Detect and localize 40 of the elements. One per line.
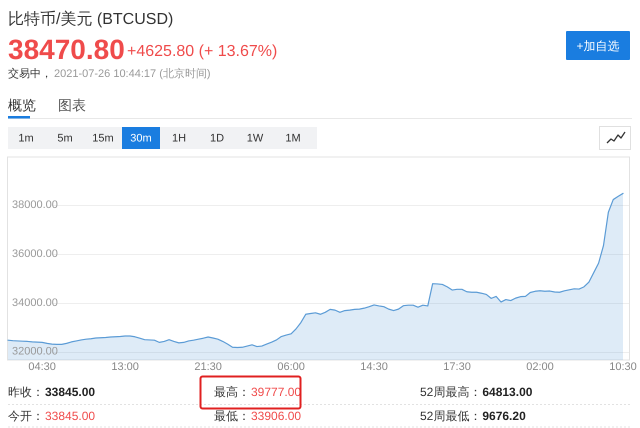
text: 5m — [57, 132, 73, 144]
text: 33906.00 — [251, 409, 302, 423]
text: 30m — [130, 132, 152, 144]
text: 39777.00 — [251, 385, 302, 399]
text: 概览 — [8, 97, 36, 113]
x-tick-label: 10:30 — [609, 361, 637, 373]
text: 最高： — [214, 385, 250, 399]
text: 图表 — [58, 97, 86, 113]
text: 2021-07-26 10:44:17 (北京时间) — [54, 67, 211, 80]
y-tick-label: 38000.00 — [12, 198, 58, 211]
text: 昨收： — [8, 385, 44, 399]
text: 最低： — [214, 409, 250, 423]
text: 9676.20 — [482, 409, 526, 423]
text: +4625.80 (+ 13.67%) — [127, 43, 278, 60]
text: 52周最高： — [420, 385, 482, 399]
x-tick-label: 04:30 — [28, 361, 56, 373]
text: 1H — [172, 132, 186, 144]
text: +加自选 — [576, 39, 620, 53]
y-tick-label: 36000.00 — [12, 248, 58, 260]
text: 64813.00 — [482, 385, 533, 399]
text: 52周最低： — [420, 409, 482, 423]
text: 1m — [18, 132, 34, 144]
text: 交易中， — [8, 67, 52, 80]
x-tick-label: 06:00 — [277, 361, 305, 373]
text: 今开： — [8, 409, 44, 423]
text: 33845.00 — [45, 409, 96, 423]
text: 38470.80 — [8, 34, 125, 65]
x-tick-label: 13:00 — [111, 361, 139, 373]
text: 33845.00 — [45, 385, 96, 399]
x-tick-label: 21:30 — [194, 361, 222, 373]
text: 1D — [210, 132, 224, 144]
y-tick-label: 32000.00 — [12, 346, 58, 358]
text: 15m — [92, 132, 114, 144]
x-tick-label: 14:30 — [360, 361, 388, 373]
y-tick-label: 34000.00 — [12, 296, 58, 309]
x-tick-label: 17:30 — [443, 361, 471, 373]
text: 1M — [285, 132, 301, 144]
chart-title: 比特币/美元 (BTCUSD) — [8, 10, 174, 28]
text: 1W — [246, 132, 264, 144]
x-tick-label: 02:00 — [526, 361, 554, 373]
